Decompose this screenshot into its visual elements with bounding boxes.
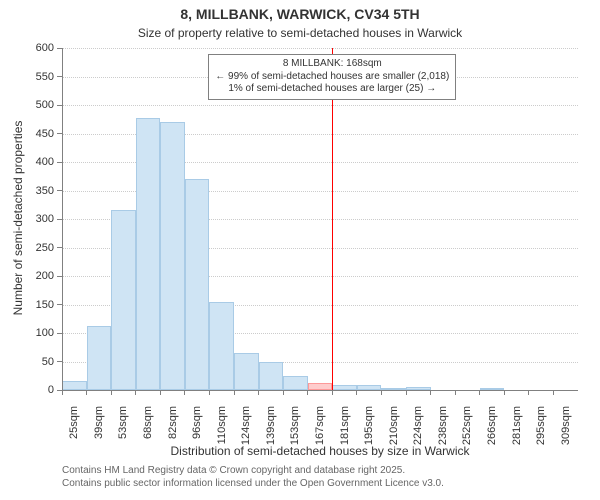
histogram-bar [308,383,333,390]
chart-title: 8, MILLBANK, WARWICK, CV34 5TH [0,6,600,22]
x-tick-label: 210sqm [388,406,400,446]
x-tick-label: 124sqm [240,406,252,446]
x-tick-label: 139sqm [265,406,277,446]
x-tick-label: 195sqm [363,406,375,446]
highlight-annotation: 8 MILLBANK: 168sqm← 99% of semi-detached… [208,54,456,100]
x-tick-label: 153sqm [289,406,301,446]
y-tick-label: 0 [0,384,54,396]
x-tick-label: 252sqm [461,406,473,446]
caption-line-1: Contains HM Land Registry data © Crown c… [62,464,444,477]
gridline [62,105,578,106]
x-axis-label: Distribution of semi-detached houses by … [62,444,578,458]
histogram-bar [283,376,308,390]
x-tick-label: 281sqm [511,406,523,446]
y-tick-label: 550 [0,71,54,83]
histogram-bar [259,362,284,391]
annotation-smaller: ← 99% of semi-detached houses are smalle… [215,71,449,84]
histogram-bar [136,118,161,390]
histogram-bar [62,381,87,390]
chart-subtitle: Size of property relative to semi-detach… [0,26,600,40]
x-tick-label: 238sqm [437,406,449,446]
plot-area: 8 MILLBANK: 168sqm← 99% of semi-detached… [62,48,578,390]
chart-container: 8, MILLBANK, WARWICK, CV34 5TH Size of p… [0,0,600,500]
x-tick-label: 266sqm [486,406,498,446]
x-tick-label: 25sqm [68,406,80,446]
x-tick-label: 309sqm [560,406,572,446]
histogram-bar [111,210,136,390]
x-tick-label: 167sqm [314,406,326,446]
annotation-larger: 1% of semi-detached houses are larger (2… [215,83,449,96]
y-tick-label: 450 [0,128,54,140]
histogram-bar [160,122,185,390]
x-tick-label: 82sqm [167,406,179,446]
histogram-bar [209,302,234,390]
x-tick-label: 224sqm [412,406,424,446]
y-tick-label: 400 [0,156,54,168]
x-tick-label: 96sqm [191,406,203,446]
y-tick-label: 200 [0,270,54,282]
y-tick-label: 50 [0,356,54,368]
x-tick-label: 295sqm [535,406,547,446]
caption: Contains HM Land Registry data © Crown c… [62,464,444,490]
histogram-bar [87,326,112,390]
y-tick-label: 150 [0,299,54,311]
y-tick-label: 100 [0,327,54,339]
y-tick-label: 250 [0,242,54,254]
y-tick-label: 600 [0,42,54,54]
y-tick-label: 300 [0,213,54,225]
x-tick-label: 110sqm [216,406,228,446]
annotation-property: 8 MILLBANK: 168sqm [215,58,449,71]
histogram-bar [234,353,259,390]
caption-line-2: Contains public sector information licen… [62,477,444,490]
x-tick-label: 39sqm [93,406,105,446]
y-tick-label: 500 [0,99,54,111]
y-tick-label: 350 [0,185,54,197]
x-tick-label: 181sqm [339,406,351,446]
x-tick-label: 53sqm [117,406,129,446]
histogram-bar [185,179,210,390]
gridline [62,48,578,49]
x-tick-label: 68sqm [142,406,154,446]
